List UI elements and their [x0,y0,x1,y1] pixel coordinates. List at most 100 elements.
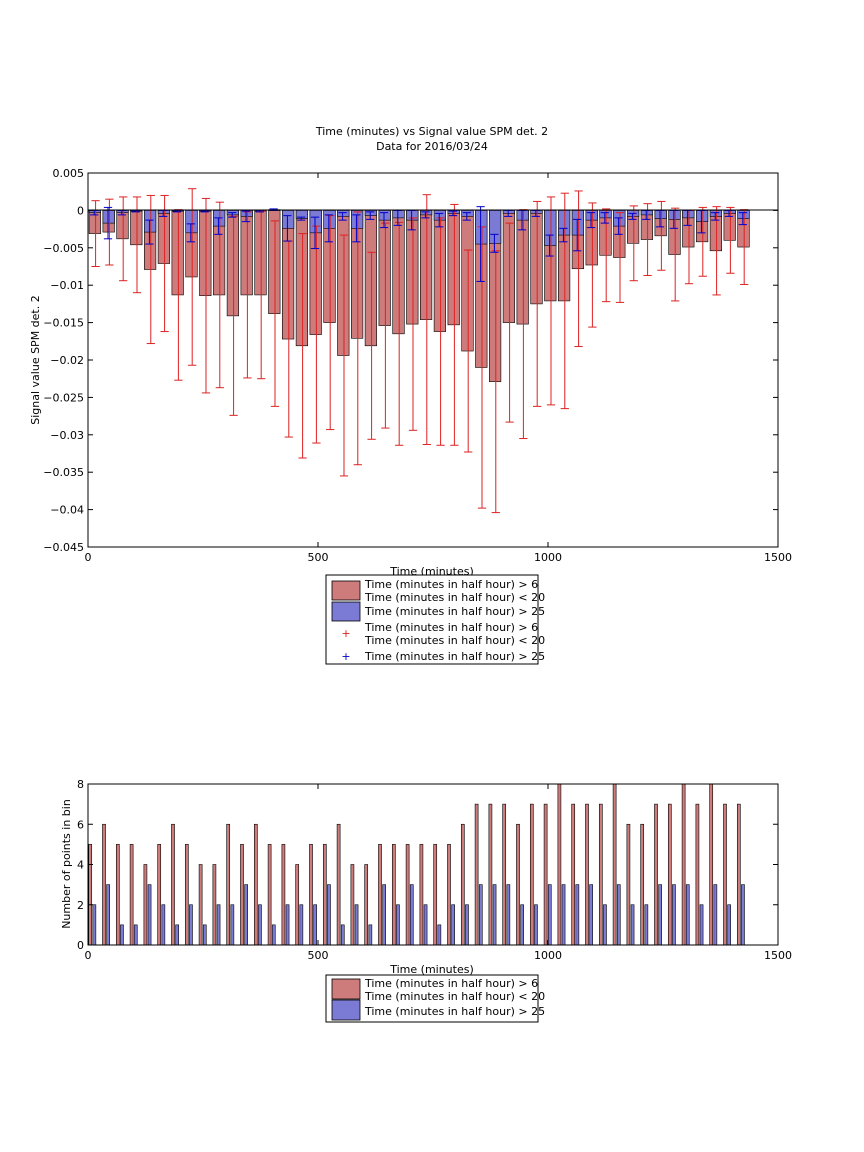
chart1-bar-series1 [295,210,308,347]
chart2-x-label: Time (minutes) [389,963,474,976]
chart2-bar-series1 [419,844,424,946]
chart1-bar-series1 [199,210,212,296]
chart2-bar-series1 [585,803,589,946]
chart1-bar-series1 [254,210,267,296]
chart1-bar-series2 [654,210,667,219]
chart2-bar-series2 [271,924,276,946]
chart2-bar-series1 [143,864,148,946]
chart2-bar-series2 [478,884,483,946]
chart1-bar-series2 [489,210,502,244]
chart2-bar-series2 [492,884,497,946]
chart1-bar-series2 [351,210,364,229]
chart2-bar-series2 [658,884,662,946]
chart1-bars-series1 [88,210,750,382]
chart2-bar-series1 [212,864,217,946]
chart2-bar-series1 [543,803,548,946]
chart2-bar-series1 [474,803,479,946]
chart2-bar-series2 [616,884,621,946]
chart2-bar-series1 [281,844,286,946]
chart2-x-tick-label: 0 [85,949,92,962]
chart2-y-tick-label: 2 [77,899,84,912]
chart2-bar-series2 [630,904,635,946]
chart1-x-tick-label: 1500 [764,551,792,564]
chart1-y-ticks: 0.005 0 −0.005 −0.01 −0.015 −0.02 −0.025 −0.03 −… [43,167,778,554]
chart2-bar-series1 [295,864,300,946]
chart2-bar-series2 [589,884,593,946]
chart1-bar-series2 [668,210,681,220]
chart1-bar-series2 [420,210,433,216]
chart1-legend-entry: Time (minutes in half hour) > 25 [364,650,545,663]
chart1-bar-series1 [420,210,433,320]
chart2-bar-series2 [437,924,442,946]
chart1-bar-series2 [558,210,571,236]
chart2-bar-series1 [240,844,244,946]
chart2-bar-series2 [202,924,207,946]
chart2-legend-entry: Time (minutes in half hour) > 25 [364,1005,545,1018]
chart2-bar-series1 [502,803,507,946]
chart2-bar-series2 [244,884,248,946]
chart1-bar-series1 [406,210,419,325]
chart2-bar-series2 [534,904,538,946]
chart1-bar-series2 [102,210,115,224]
chart2-bar-series1 [391,844,396,946]
chart1-bar-series2 [282,210,295,229]
chart1-bar-series2 [682,210,695,219]
chart2-bar-series2 [92,904,97,946]
chart1-y-tick-label: −0.03 [50,429,84,442]
chart1-bar-series2 [433,210,446,221]
chart2-bar-series2 [409,884,414,946]
chart1-bar-series1 [516,210,529,325]
chart2-bar-series1 [102,823,106,946]
chart2-bar-series2 [340,924,345,946]
chart2-bar-series2 [699,904,704,946]
chart2-bar-series1 [198,864,203,946]
chart1-bar-series1 [88,210,101,234]
chart2-bar-series1 [612,783,617,946]
chart2-legend-entry: Time (minutes in half hour) < 20 [364,990,545,1003]
chart1-bar-series2 [309,210,322,234]
chart2-bar-series2 [216,904,221,946]
chart1-legend-marker-blue: + [341,650,350,663]
chart2-bar-series1 [405,844,410,946]
chart2-legend-swatch-blue [331,999,361,1021]
chart1-bar-series2 [516,210,529,221]
chart2-bar-series1 [681,783,686,946]
chart2-bar-series1 [598,803,603,946]
chart2-bar-series2 [451,904,455,946]
chart2-bar-series2 [120,924,124,946]
chart2-bar-series1 [557,783,562,946]
chart1-bar-series2 [709,210,722,217]
chart2-bar-series2 [161,904,166,946]
chart2-bar-series1 [626,823,631,946]
chart2-legend-box [325,974,539,1023]
chart2-bar-series2 [685,884,690,946]
chart1-legend: + + Time (minutes in half hour) > 6 Time… [325,574,545,665]
chart2-bar-series1 [115,844,120,946]
chart1-errorbars-series1 [91,188,749,514]
chart1-bar-series1 [392,210,405,335]
chart1-bar-series1 [240,210,253,296]
chart1-y-tick-label: −0.04 [50,504,84,517]
chart1-bar-series2 [406,210,419,221]
chart1-legend-box [325,574,539,665]
chart2-bar-series1 [350,864,355,946]
chart1-y-tick-label: 0.005 [53,167,85,180]
chart2-bar-series1 [433,844,438,946]
chart1-y-tick-label: −0.005 [43,242,84,255]
chart1-y-tick-label: −0.035 [43,466,84,479]
chart2-x-tick-label: 1000 [534,949,562,962]
chart1-x-ticks: 0 500 1000 1500 [85,173,792,564]
chart2-bar-series2 [423,904,428,946]
chart2-bar-series2 [147,884,152,946]
chart1-x-tick-label: 1000 [534,551,562,564]
chart2-bar-series1 [336,823,341,946]
chart1-bar-series1 [226,210,239,317]
chart1-y-tick-label: −0.01 [50,279,84,292]
chart2-bar-series2 [575,884,580,946]
chart2-bar-series2 [327,884,331,946]
chart1-legend-marker-red: + [341,627,350,640]
chart1-y-tick-label: −0.015 [43,317,84,330]
chart2-bar-series1 [322,844,327,946]
chart2-bar-series1 [529,803,534,946]
chart2-x-ticks: 0 500 1000 1500 [85,784,792,962]
